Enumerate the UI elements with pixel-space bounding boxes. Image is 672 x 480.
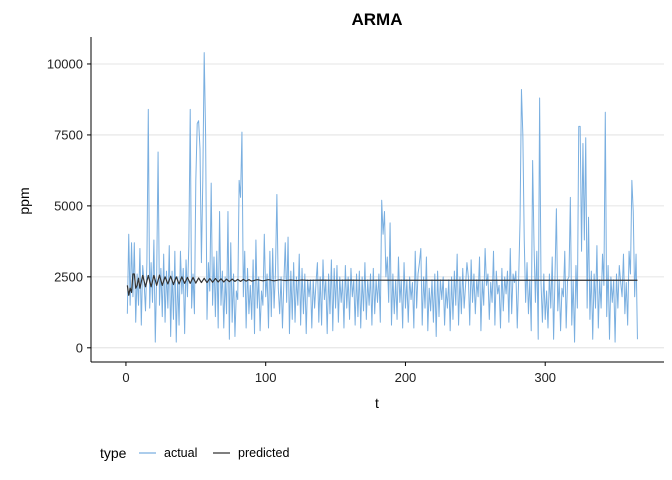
x-axis-ticks: 0 100 200 300 [122, 362, 556, 385]
x-tick-label: 200 [395, 370, 417, 385]
x-axis-label: t [375, 395, 379, 411]
x-tick-label: 300 [534, 370, 556, 385]
x-tick-label: 100 [255, 370, 277, 385]
series-layer [126, 52, 638, 343]
chart-title: ARMA [352, 10, 403, 29]
y-tick-label: 10000 [47, 56, 83, 71]
y-axis-ticks: 0 2500 5000 7500 10000 [47, 56, 91, 355]
y-axis-label: ppm [16, 187, 32, 214]
legend-predicted-label: predicted [238, 446, 289, 460]
y-tick-label: 2500 [54, 269, 83, 284]
legend-title: type [100, 445, 127, 461]
series-line-predicted [126, 273, 638, 296]
y-tick-label: 7500 [54, 127, 83, 142]
y-tick-label: 0 [76, 340, 83, 355]
x-tick-label: 0 [122, 370, 129, 385]
y-tick-label: 5000 [54, 198, 83, 213]
legend-actual-label: actual [164, 446, 197, 460]
series-line-actual [126, 52, 638, 343]
legend: type actual predicted [100, 445, 289, 461]
